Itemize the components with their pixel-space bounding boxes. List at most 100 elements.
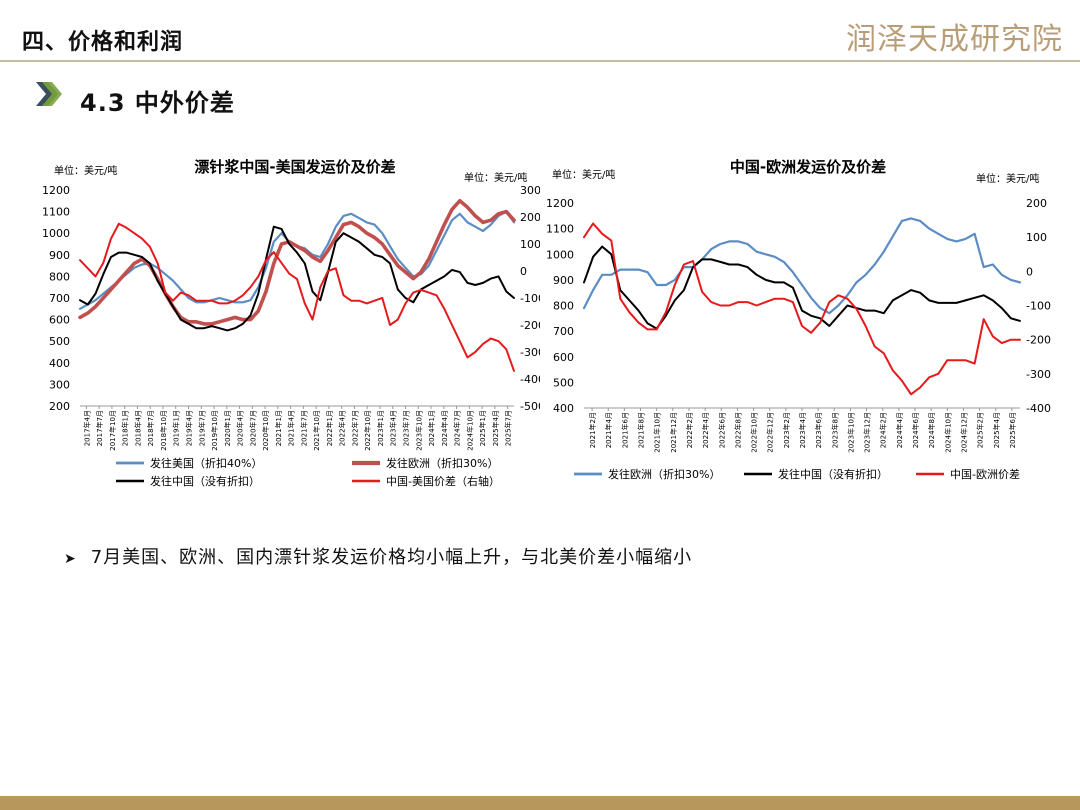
chart2-y2tick: 100: [1026, 231, 1047, 244]
chart2-legend-label: 中国-欧洲价差: [950, 467, 1020, 481]
chart2-xtick: 2021年4月: [604, 412, 613, 448]
chart1-xtick: 2022年1月: [325, 410, 334, 446]
chart1-xtick: 2025年1月: [478, 410, 487, 446]
chart1-xtick: 2025年4月: [491, 410, 500, 446]
chart2-ytick: 700: [553, 325, 574, 338]
chart2-ytick: 1100: [546, 223, 574, 236]
chart1-xtick: 2021年10月: [312, 410, 321, 451]
chart1-xtick: 2023年1月: [376, 410, 385, 446]
chart2-series-line-2: [583, 222, 1021, 396]
chart1-legend-label: 发往美国（折扣40%）: [150, 456, 262, 470]
chart1-ytick: 900: [49, 249, 70, 262]
chart2-y2tick: -200: [1026, 334, 1051, 347]
chart2-ytick: 1200: [546, 197, 574, 210]
chart2-ytick: 600: [553, 351, 574, 364]
chart2-y2tick: -100: [1026, 300, 1051, 313]
chart2-y2tick: -300: [1026, 368, 1051, 381]
chart1-xtick: 2018年4月: [133, 410, 142, 446]
chart1-xtick: 2022年7月: [350, 410, 359, 446]
chart1-series-line-1: [78, 198, 516, 326]
chart2-xtick: 2024年6月: [911, 412, 920, 448]
chart1-series-line-2: [79, 225, 515, 332]
chart1-y2tick: 300: [520, 184, 540, 197]
chart2-xtick: 2022年8月: [733, 412, 742, 448]
chart1-ytick: 800: [49, 270, 70, 283]
chart2-legend-label: 发往中国（没有折扣）: [778, 467, 888, 481]
chart1-xtick: 2020年7月: [248, 410, 257, 446]
chevron-right-icon: [36, 82, 62, 106]
chart1-xtick: 2017年10月: [108, 410, 117, 451]
chart1-ytick: 300: [49, 378, 70, 391]
chart1-xtick: 2021年7月: [299, 410, 308, 446]
chart1-series-line-3: [79, 222, 515, 372]
chart2-y2tick: 200: [1026, 197, 1047, 210]
chart1-xtick: 2019年10月: [210, 410, 219, 451]
section-title: 四、价格和利润: [22, 30, 184, 55]
chart2-xtick: 2025年2月: [976, 412, 985, 448]
chart2-y2tick: -400: [1026, 402, 1051, 415]
chart2-xtick: 2023年4月: [798, 412, 807, 448]
chart2-xtick: 2024年12月: [959, 412, 968, 453]
chart1-y2tick: 200: [520, 211, 540, 224]
header-divider: [0, 60, 1080, 62]
chart1-legend-label: 发往中国（没有折扣）: [150, 474, 260, 488]
chart1-y2tick: -500: [520, 400, 540, 413]
chart1-y2tick: 100: [520, 238, 540, 251]
chart2-series-line-1: [583, 245, 1021, 330]
chart1-xtick: 2023年10月: [414, 410, 423, 451]
chart2-series-line-0: [582, 217, 1022, 315]
chart-china-us: 漂针浆中国-美国发运价及价差 单位：美元/吨 单位：美元/吨 1200 1100 1…: [42, 158, 540, 488]
chart1-y2tick: -400: [520, 373, 540, 386]
chart1-xtick: 2018年7月: [146, 410, 155, 446]
chart2-ytick: 400: [553, 402, 574, 415]
chart2-unit-right: 单位：美元/吨: [976, 172, 1039, 185]
chart1-xtick: 2025年7月: [504, 410, 513, 446]
chart1-ytick: 400: [49, 357, 70, 370]
chart2-xtick: 2023年2月: [782, 412, 791, 448]
chart2-xtick: 2024年8月: [927, 412, 936, 448]
chart1-ytick: 200: [49, 400, 70, 413]
chart2-xtick: 2025年6月: [1008, 412, 1017, 448]
chart1-xtick: 2019年7月: [197, 410, 206, 446]
chart2-ytick: 900: [553, 274, 574, 287]
chart1-xtick: 2017年7月: [95, 410, 104, 446]
chart1-xtick: 2024年10月: [465, 410, 474, 451]
chart2-unit-left: 单位：美元/吨: [552, 168, 615, 181]
chart1-y2tick: -200: [520, 319, 540, 332]
chart1-xtick: 2024年7月: [453, 410, 462, 446]
chart1-ytick: 1200: [42, 184, 70, 197]
chart1-ytick: 1000: [42, 227, 70, 240]
chart1-xtick: 2021年1月: [274, 410, 283, 446]
chart1-unit-right: 单位：美元/吨: [464, 171, 527, 184]
chart1-xtick: 2018年10月: [159, 410, 168, 451]
chart1-xtick: 2021年4月: [287, 410, 296, 446]
chart1-xtick: 2020年10月: [261, 410, 270, 451]
chart1-y2tick: -100: [520, 292, 540, 305]
chart2-xtick: 2022年10月: [750, 412, 759, 453]
chart2-xtick: 2021年6月: [620, 412, 629, 448]
chart2-legend-label: 发往欧洲（折扣30%）: [608, 467, 720, 481]
chart2-ytick: 1000: [546, 248, 574, 261]
chart2-y2tick: 0: [1026, 265, 1033, 278]
chart2-xtick: 2024年4月: [895, 412, 904, 448]
chart2-xtick: 2024年2月: [879, 412, 888, 448]
chart2-xtick: 2022年2月: [685, 412, 694, 448]
chart2-xtick: 2023年10月: [846, 412, 855, 453]
chart2-ytick: 500: [553, 376, 574, 389]
chart1-xtick: 2019年1月: [172, 410, 181, 446]
chart1-xtick: 2019年4月: [185, 410, 194, 446]
chart1-unit-left: 单位：美元/吨: [54, 164, 117, 177]
chart1-ytick: 1100: [42, 206, 70, 219]
chart1-xtick: 2017年4月: [82, 410, 91, 446]
chart1-xtick: 2023年7月: [402, 410, 411, 446]
chart2-xtick: 2021年8月: [637, 412, 646, 448]
chart1-y2tick: 0: [520, 265, 527, 278]
subsection-title: 4.3 中外价差: [80, 89, 235, 117]
chart1-xtick: 2020年4月: [236, 410, 245, 446]
chart1-title: 漂针浆中国-美国发运价及价差: [194, 158, 395, 176]
chart1-xtick: 2023年4月: [389, 410, 398, 446]
footer-bar: [0, 796, 1080, 810]
chart1-legend-label: 发往欧洲（折扣30%）: [386, 456, 498, 470]
chart1-ytick: 600: [49, 314, 70, 327]
chart1-y2tick: -300: [520, 346, 540, 359]
